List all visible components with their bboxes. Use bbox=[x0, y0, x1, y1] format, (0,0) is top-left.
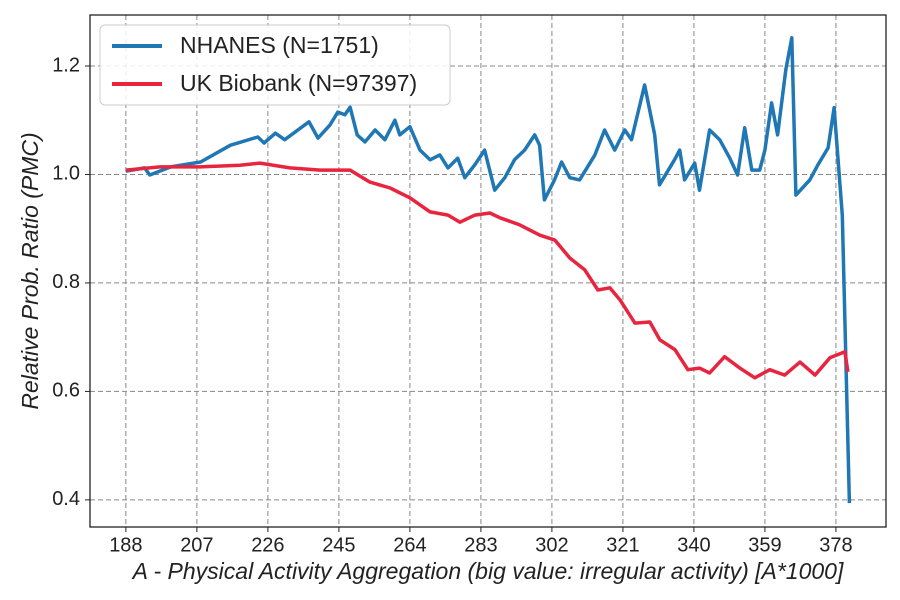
x-tick-label: 378 bbox=[819, 534, 852, 556]
legend-label: NHANES (N=1751) bbox=[180, 32, 379, 58]
x-tick-label: 340 bbox=[677, 534, 710, 556]
x-tick-label: 207 bbox=[180, 534, 213, 556]
x-tick-label: 226 bbox=[251, 534, 284, 556]
plot-frame bbox=[89, 14, 887, 528]
x-tick-label: 264 bbox=[393, 534, 426, 556]
x-tick-label: 302 bbox=[535, 534, 568, 556]
x-tick-label: 283 bbox=[464, 534, 497, 556]
x-axis-label: A - Physical Activity Aggregation (big v… bbox=[131, 558, 844, 584]
series-line bbox=[125, 36, 852, 504]
x-tick-label: 188 bbox=[109, 534, 142, 556]
y-tick-label: 0.4 bbox=[52, 488, 80, 510]
x-tick-label: 245 bbox=[322, 534, 355, 556]
legend-label: UK Biobank (N=97397) bbox=[180, 70, 417, 96]
x-tick-label: 321 bbox=[606, 534, 639, 556]
y-tick-label: 0.8 bbox=[52, 271, 80, 293]
y-tick-label: 1.0 bbox=[52, 163, 80, 185]
y-axis-label: Relative Prob. Ratio (PMC) bbox=[17, 132, 43, 409]
legend-box bbox=[99, 24, 451, 106]
y-tick-label: 1.2 bbox=[52, 54, 80, 76]
series-line bbox=[125, 161, 850, 380]
plot-lines bbox=[125, 36, 852, 504]
legend: NHANES (N=1751) UK Biobank (N=97397) bbox=[99, 24, 451, 106]
y-tick-label: 0.6 bbox=[52, 380, 80, 402]
x-tick-label: 359 bbox=[748, 534, 781, 556]
